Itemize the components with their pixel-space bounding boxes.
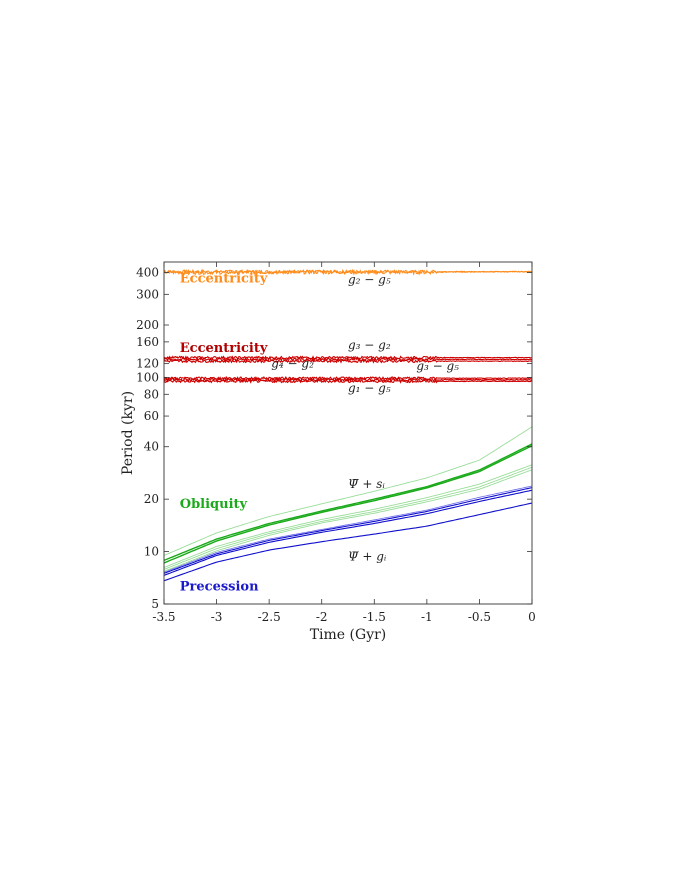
- series-line-obliquity-light-13: [164, 464, 532, 568]
- series-line-precession-15: [164, 489, 532, 576]
- series-line-eccentricity-long-1: [164, 268, 532, 276]
- band-label-eccentricity: Eccentricity: [180, 341, 268, 356]
- series-lines: [164, 268, 532, 582]
- series-line-eccentricity-short-7: [164, 375, 532, 381]
- series-line-obliquity-light-10: [164, 426, 532, 556]
- chart-labels: Time (Gyr) Period (kyr) Eccentricity Eccent…: [120, 271, 459, 643]
- term-label: g₃ − g₂: [348, 338, 391, 352]
- term-label: g₄ − g₂: [271, 357, 314, 371]
- y-tick-label: 160: [136, 335, 159, 349]
- x-tick-label: -2: [316, 610, 328, 624]
- series-line-eccentricity-short-2: [164, 355, 532, 360]
- y-tick-label: 300: [136, 287, 159, 301]
- term-label: g₁ − g₅: [348, 381, 391, 395]
- x-tick-label: -3.5: [152, 610, 175, 624]
- series-line-precession-16: [164, 487, 532, 574]
- series-line-precession-14: [164, 502, 532, 582]
- x-tick-label: -3: [211, 610, 223, 624]
- y-axis-title: Period (kyr): [120, 391, 136, 475]
- x-tick-label: -2.5: [258, 610, 281, 624]
- series-line-obliquity-9: [164, 443, 532, 562]
- y-tick-label: 60: [144, 409, 159, 423]
- x-axis-title: Time (Gyr): [310, 627, 387, 643]
- band-label-obliquity: Obliquity: [180, 497, 248, 512]
- series-line-precession-light-17: [164, 485, 532, 573]
- term-label: g₂ − g₅: [348, 272, 391, 286]
- series-line-obliquity-light-12: [164, 469, 532, 572]
- y-tick-label: 400: [136, 266, 159, 280]
- band-label-precession: Precession: [180, 580, 259, 595]
- y-tick-label: 40: [144, 440, 159, 454]
- x-tick-label: -1: [421, 610, 433, 624]
- plot-frame: [163, 261, 533, 605]
- x-tick-label: -0.5: [468, 610, 491, 624]
- y-tick-label: 120: [136, 357, 159, 371]
- y-tick-label: 10: [144, 545, 159, 559]
- axis-ticks: -3.5 -3 -2.5 -2 -1.5 -1 -0.5 0 5 10 20 40 60 80 100120…: [136, 262, 536, 624]
- x-tick-label: 0: [528, 610, 536, 624]
- band-label-eccentricity: Eccentricity: [180, 271, 268, 286]
- term-label: Ψ̄ + sᵢ: [348, 477, 385, 491]
- x-tick-label: -1.5: [363, 610, 386, 624]
- term-label: g₃ − g₅: [416, 359, 459, 373]
- y-tick-label: 200: [136, 318, 159, 332]
- term-label: Ψ̄ + gᵢ: [348, 549, 387, 563]
- series-line-eccentricity-short-4: [164, 358, 532, 364]
- y-tick-label: 100: [136, 370, 159, 384]
- series-line-obliquity-light-11: [164, 466, 532, 570]
- y-tick-label: 5: [151, 597, 159, 611]
- y-tick-label: 20: [144, 492, 159, 506]
- series-line-obliquity-8: [164, 445, 532, 564]
- y-tick-label: 80: [144, 387, 159, 401]
- series-line-eccentricity-short-6: [164, 378, 532, 384]
